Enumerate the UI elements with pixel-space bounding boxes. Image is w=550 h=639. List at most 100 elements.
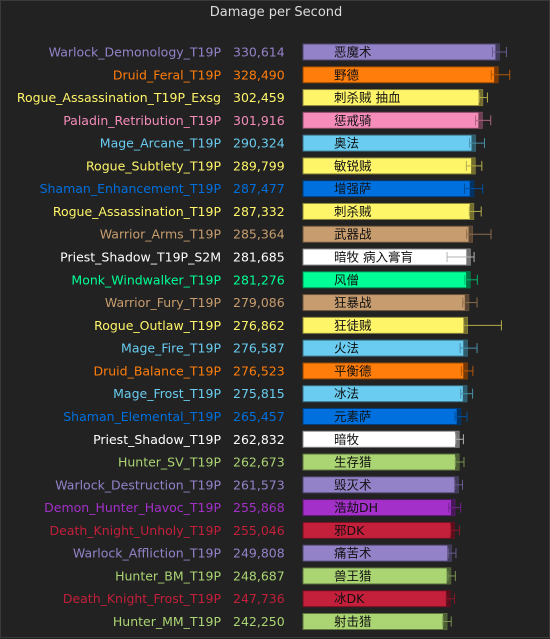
bar-row: Monk_Windwalker_T19P 281,276 风僧 xyxy=(71,271,478,289)
bar-inner-label: 浩劫DH xyxy=(334,500,378,515)
row-name-label: Hunter_MM_T19P xyxy=(113,614,222,629)
bar xyxy=(302,66,499,84)
bar-inner-label: 刺杀贼 抽血 xyxy=(334,90,400,105)
bar-row: Warlock_Affliction_T19P 249,808 痛苦术 xyxy=(73,544,457,562)
bar-row: Death_Knight_Unholy_T19P 255,046 邪DK xyxy=(50,521,461,539)
bar xyxy=(302,202,475,220)
bar-row: Priest_Shadow_T19P 262,832 暗牧 xyxy=(93,430,464,448)
bar-inner-label: 惩戒骑 xyxy=(334,113,372,128)
bar xyxy=(302,134,476,152)
bar-row: Death_Knight_Frost_T19P 247,736 冰DK xyxy=(63,590,455,608)
row-value-label: 247,736 xyxy=(233,591,285,606)
bar-inner-label: 冰DK xyxy=(334,591,365,606)
bar-inner-label: 敏锐贼 xyxy=(334,158,372,173)
bar xyxy=(302,453,460,471)
row-value-label: 276,862 xyxy=(233,318,285,333)
row-name-label: Warlock_Affliction_T19P xyxy=(73,546,222,561)
bar-row: Rogue_Assassination_T19P_Exsg 302,459 刺杀贼 … xyxy=(17,89,488,107)
bar-inner-label: 武器战 xyxy=(334,227,372,242)
bar-row: Demon_Hunter_Havoc_T19P 255,868 浩劫DH xyxy=(44,499,462,517)
bar-inner-label: 平衡德 xyxy=(334,363,372,378)
row-name-label: Death_Knight_Unholy_T19P xyxy=(50,523,222,538)
row-value-label: 290,324 xyxy=(233,136,285,151)
row-name-label: Priest_Shadow_T19P xyxy=(93,432,221,447)
bar xyxy=(302,43,500,61)
bar-row: Druid_Feral_T19P 328,490 野德 xyxy=(113,66,511,84)
bar-row: Rogue_Outlaw_T19P 276,862 狂徒贼 xyxy=(94,316,502,334)
row-value-label: 255,046 xyxy=(233,523,285,538)
row-name-label: Warlock_Demonology_T19P xyxy=(49,45,222,60)
row-value-label: 262,673 xyxy=(233,455,285,470)
bar-row: Mage_Frost_T19P 275,815 冰法 xyxy=(113,385,474,403)
bar-inner-label: 刺杀贼 xyxy=(334,204,372,219)
bar-rows: Warlock_Demonology_T19P 330,614 恶魔术 Druid_F… xyxy=(17,43,511,630)
bar xyxy=(302,271,471,289)
row-value-label: 279,086 xyxy=(233,295,285,310)
row-name-label: Shaman_Enhancement_T19P xyxy=(40,181,222,196)
bar xyxy=(302,567,452,585)
bar xyxy=(302,225,474,243)
bar-inner-label: 狂徒贼 xyxy=(334,318,372,333)
bar xyxy=(302,385,468,403)
row-name-label: Warrior_Fury_T19P xyxy=(105,295,222,310)
row-name-label: Priest_Shadow_T19P_S2M xyxy=(60,250,221,265)
bar-row: Hunter_SV_T19P 262,673 生存猎 xyxy=(118,453,465,471)
row-name-label: Druid_Feral_T19P xyxy=(113,67,222,82)
bar-row: Mage_Arcane_T19P 290,324 奥法 xyxy=(100,134,485,152)
bar-row: Warlock_Demonology_T19P 330,614 恶魔术 xyxy=(49,43,507,61)
row-value-label: 301,916 xyxy=(233,113,285,128)
bar-inner-label: 毁灭术 xyxy=(334,477,372,492)
bar-row: Warrior_Fury_T19P 279,086 狂暴战 xyxy=(105,294,478,312)
row-value-label: 262,832 xyxy=(233,432,285,447)
bar-inner-label: 狂暴战 xyxy=(334,295,372,310)
row-value-label: 265,457 xyxy=(233,409,285,424)
row-name-label: Druid_Balance_T19P xyxy=(93,363,221,378)
bar-inner-label: 元素萨 xyxy=(334,409,372,424)
bar-inner-label: 射击猎 xyxy=(334,614,372,629)
row-value-label: 281,685 xyxy=(233,250,285,265)
bar-inner-label: 兽王猎 xyxy=(334,568,372,583)
row-name-label: Demon_Hunter_Havoc_T19P xyxy=(44,500,221,515)
bar-row: Priest_Shadow_T19P_S2M 281,685 暗牧 病入膏肓 xyxy=(60,248,475,266)
row-value-label: 275,815 xyxy=(233,386,285,401)
bar xyxy=(302,521,456,539)
row-value-label: 276,523 xyxy=(233,363,285,378)
row-name-label: Hunter_BM_T19P xyxy=(115,568,221,583)
row-value-label: 248,687 xyxy=(233,568,285,583)
bar-row: Paladin_Retribution_T19P 301,916 惩戒骑 xyxy=(63,111,492,129)
row-name-label: Rogue_Outlaw_T19P xyxy=(94,318,221,333)
chart-title: Damage per Second xyxy=(210,5,343,20)
bar-row: Rogue_Subtlety_T19P 289,799 敏锐贼 xyxy=(86,157,483,175)
bar xyxy=(302,544,452,562)
bar-inner-label: 暗牧 病入膏肓 xyxy=(334,250,413,265)
bar xyxy=(302,362,468,380)
bar xyxy=(302,157,476,175)
row-value-label: 276,587 xyxy=(233,341,285,356)
bar-inner-label: 恶魔术 xyxy=(334,45,372,60)
bar-row: Hunter_MM_T19P 242,250 射击猎 xyxy=(113,613,452,630)
bar xyxy=(302,476,459,494)
row-name-label: Monk_Windwalker_T19P xyxy=(71,272,221,287)
row-value-label: 287,332 xyxy=(233,204,285,219)
row-value-label: 328,490 xyxy=(233,67,285,82)
bar-inner-label: 增强萨 xyxy=(334,181,372,196)
bar xyxy=(302,499,456,517)
bar-inner-label: 痛苦术 xyxy=(334,546,372,561)
row-value-label: 285,364 xyxy=(233,227,285,242)
bar xyxy=(302,339,468,357)
bar xyxy=(302,294,470,312)
bar xyxy=(302,613,448,630)
bar xyxy=(302,111,483,129)
bar xyxy=(302,430,460,448)
row-name-label: Shaman_Elemental_T19P xyxy=(63,409,221,424)
bar-row: Rogue_Assassination_T19P 287,332 刺杀贼 xyxy=(53,202,482,220)
row-value-label: 249,808 xyxy=(233,546,285,561)
bar-inner-label: 野德 xyxy=(334,67,360,82)
row-name-label: Warrior_Arms_T19P xyxy=(100,227,222,242)
row-value-label: 330,614 xyxy=(233,45,285,60)
row-value-label: 287,477 xyxy=(233,181,285,196)
row-name-label: Warlock_Destruction_T19P xyxy=(55,477,221,492)
bar-inner-label: 生存猎 xyxy=(334,455,372,470)
row-value-label: 261,573 xyxy=(233,477,285,492)
